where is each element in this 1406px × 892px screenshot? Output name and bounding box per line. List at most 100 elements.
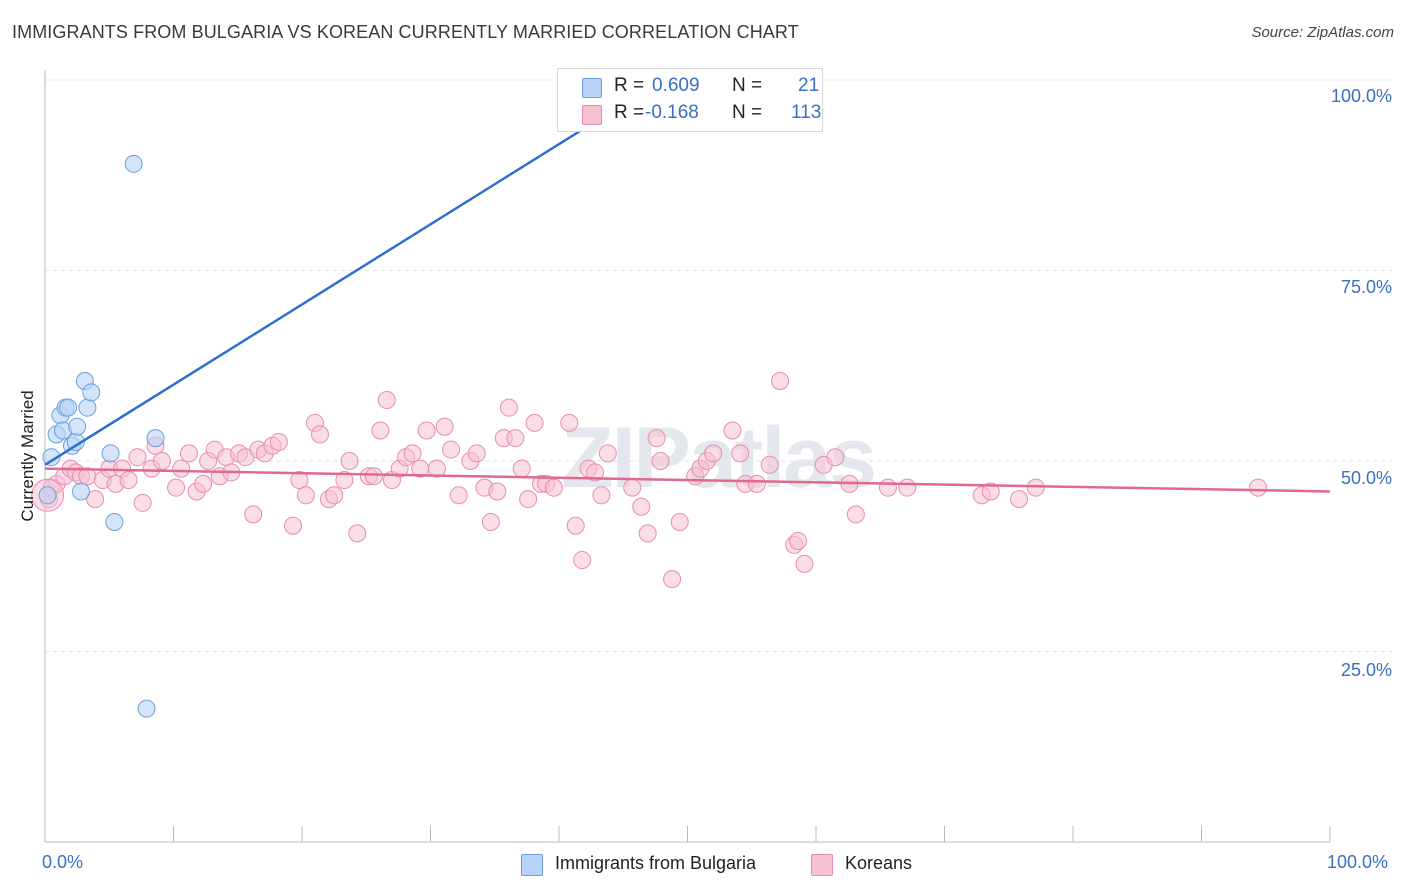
- korean-point: [592, 486, 611, 505]
- grid-lines: [45, 79, 1392, 652]
- korean-point: [488, 482, 507, 501]
- korean-point: [663, 570, 682, 589]
- korean-point: [795, 554, 814, 573]
- y-tick-label: 25.0%: [1340, 660, 1392, 680]
- bulgaria-point: [105, 512, 124, 531]
- korean-point: [585, 463, 604, 482]
- korean-point: [449, 486, 468, 505]
- bulgaria-point: [82, 383, 101, 402]
- koreans-n-value: 113: [791, 102, 822, 123]
- x-tick-label-max: 100.0%: [1327, 852, 1389, 872]
- x-tick-label-min: 0.0%: [42, 852, 84, 872]
- bulgaria-point: [124, 154, 143, 173]
- bulgaria-point: [59, 398, 78, 417]
- korean-point: [284, 516, 303, 535]
- korean-point: [525, 413, 544, 432]
- bulgaria-point: [42, 448, 61, 467]
- korean-point: [172, 459, 191, 478]
- bulgaria-points: [38, 74, 671, 718]
- korean-point: [1026, 478, 1045, 497]
- korean-point: [623, 478, 642, 497]
- y-axis-label: Currently Married: [18, 390, 37, 522]
- korean-point: [560, 413, 579, 432]
- korean-point: [878, 478, 897, 497]
- korean-point: [364, 467, 383, 486]
- koreans-legend-swatch: [811, 854, 833, 876]
- korean-point: [442, 440, 461, 459]
- bulgaria-trend-line: [44, 78, 663, 466]
- korean-point: [981, 482, 1000, 501]
- korean-point: [179, 444, 198, 463]
- korean-point: [731, 444, 750, 463]
- source-label: Source: ZipAtlas.com: [1251, 24, 1394, 41]
- korean-point: [638, 524, 657, 543]
- koreans-r-value: -0.168: [645, 102, 699, 123]
- bulgaria-point: [78, 398, 97, 417]
- korean-point: [723, 421, 742, 440]
- korean-point: [340, 452, 359, 470]
- korean-point: [244, 505, 263, 524]
- bulgaria-point: [68, 417, 87, 436]
- korean-point: [544, 478, 563, 497]
- korean-point: [1010, 490, 1029, 509]
- bulgaria-point: [71, 482, 90, 501]
- korean-point: [371, 421, 390, 440]
- bulgaria-point: [38, 486, 57, 505]
- korean-point: [647, 429, 666, 448]
- korean-point: [290, 471, 309, 490]
- y-tick-label: 75.0%: [1340, 277, 1392, 297]
- korean-point: [119, 471, 138, 490]
- r-label: R =: [614, 102, 645, 123]
- korean-point: [133, 493, 152, 512]
- y-tick-label: 100.0%: [1330, 86, 1392, 106]
- bulgaria-legend-swatch: [521, 854, 543, 876]
- y-tick-label: 50.0%: [1340, 468, 1392, 488]
- korean-point: [417, 421, 436, 440]
- korean-point: [377, 391, 396, 410]
- korean-point: [519, 490, 538, 509]
- koreans-swatch: [582, 105, 602, 125]
- bulgaria-point: [101, 444, 120, 463]
- legend-label-koreans: Koreans: [845, 853, 913, 873]
- korean-point: [566, 516, 585, 535]
- korean-point: [651, 452, 670, 470]
- korean-point: [512, 459, 531, 478]
- korean-point: [348, 524, 367, 543]
- korean-point: [335, 471, 354, 490]
- korean-point: [152, 452, 171, 470]
- korean-point: [506, 429, 525, 448]
- korean-point: [403, 444, 422, 463]
- korean-point: [427, 459, 446, 478]
- legend-label-bulgaria: Immigrants from Bulgaria: [555, 853, 757, 873]
- korean-point: [1249, 478, 1268, 497]
- korean-point: [704, 444, 723, 463]
- korean-point: [789, 532, 808, 551]
- korean-point: [760, 455, 779, 474]
- korean-point: [499, 398, 518, 417]
- korean-point: [632, 497, 651, 516]
- n-label: N =: [732, 75, 763, 96]
- bulgaria-point: [146, 429, 165, 448]
- korean-point: [435, 417, 454, 436]
- bulgaria-n-value: 21: [798, 75, 820, 96]
- korean-point: [771, 371, 790, 390]
- korean-point: [310, 425, 329, 444]
- n-label: N =: [732, 102, 763, 123]
- bulgaria-swatch: [582, 78, 602, 98]
- trend-lines: [44, 78, 1331, 493]
- koreans-trend-line: [44, 467, 1331, 493]
- korean-point: [128, 448, 147, 467]
- chart-title: IMMIGRANTS FROM BULGARIA VS KOREAN CURRE…: [12, 22, 799, 42]
- korean-point: [167, 478, 186, 497]
- bulgaria-r-value: 0.609: [652, 75, 700, 96]
- korean-point: [481, 512, 500, 531]
- korean-point: [296, 486, 315, 505]
- korean-point: [573, 551, 592, 570]
- korean-point: [269, 432, 288, 451]
- korean-point: [826, 448, 845, 467]
- korean-point: [747, 474, 766, 493]
- korean-point: [898, 478, 917, 497]
- bulgaria-point: [137, 699, 156, 718]
- korean-point: [598, 444, 617, 463]
